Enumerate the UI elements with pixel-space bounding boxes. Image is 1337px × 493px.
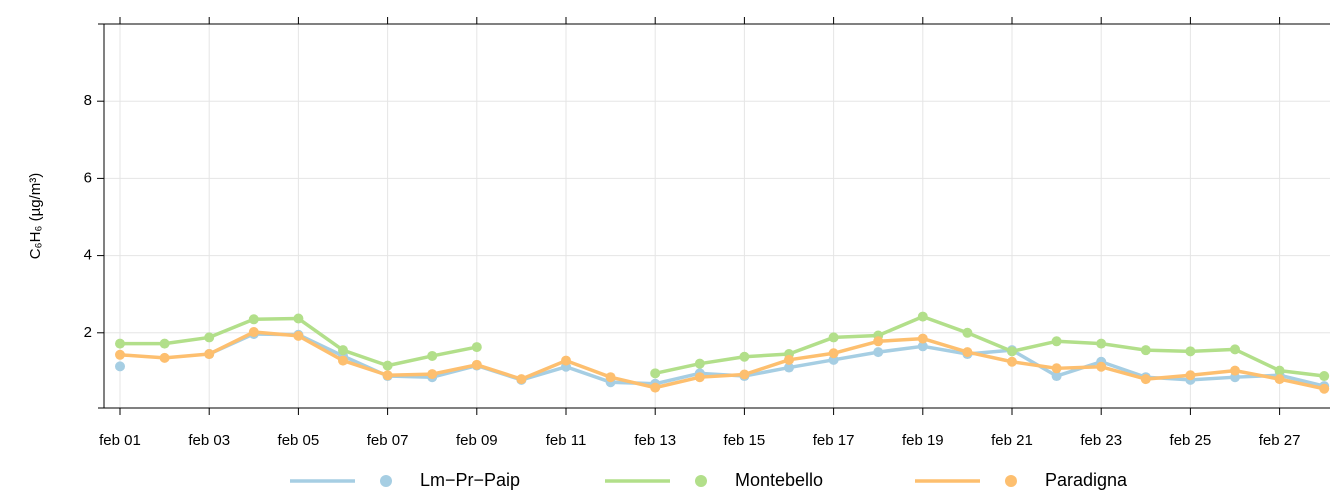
point: [1051, 336, 1062, 347]
point: [1274, 374, 1285, 385]
y-axis-label: C₆H₆ (µg/m³): [27, 173, 44, 260]
point: [873, 347, 884, 358]
point: [561, 355, 571, 366]
x-tick-label: feb 09: [456, 432, 498, 449]
point: [739, 351, 750, 362]
point: [1140, 374, 1151, 385]
point: [159, 338, 170, 349]
point: [1230, 344, 1240, 355]
point: [650, 368, 661, 379]
x-tick-label: feb 07: [367, 432, 409, 449]
x-tick-label: feb 17: [813, 432, 855, 449]
point: [382, 360, 393, 371]
point: [917, 333, 928, 344]
point: [962, 347, 973, 358]
legend-label: Lm−Pr−Paip: [420, 470, 520, 490]
point: [159, 352, 170, 363]
point: [650, 382, 661, 393]
point: [1051, 371, 1062, 382]
legend-dot: [380, 475, 392, 487]
legend: Lm−Pr−Paip Montebello Paradigna: [290, 470, 1128, 490]
point: [248, 314, 259, 325]
y-tick-label: 6: [84, 169, 92, 186]
point: [739, 369, 750, 380]
point: [338, 355, 348, 366]
legend-label: Montebello: [735, 470, 823, 490]
point: [338, 345, 348, 356]
point: [516, 374, 527, 385]
point: [1007, 346, 1017, 357]
y-tick-label: 4: [84, 247, 92, 264]
point: [427, 350, 438, 361]
point: [917, 341, 928, 352]
point: [1185, 370, 1196, 381]
point: [471, 342, 482, 353]
point: [293, 313, 304, 324]
point: [1319, 371, 1330, 382]
point: [1185, 346, 1196, 357]
point: [1140, 345, 1151, 356]
point: [204, 332, 215, 343]
point: [828, 332, 839, 343]
legend-dot: [1005, 475, 1017, 487]
point: [694, 372, 705, 383]
x-tick-label: feb 19: [902, 432, 944, 449]
point: [1274, 365, 1285, 376]
point: [1230, 365, 1240, 376]
point: [427, 369, 438, 380]
x-tick-label: feb 23: [1080, 432, 1122, 449]
x-tick-label: feb 27: [1259, 432, 1301, 449]
x-tick-label: feb 01: [99, 432, 141, 449]
point: [917, 311, 928, 322]
point: [828, 348, 839, 359]
x-tick-label: feb 03: [188, 432, 230, 449]
legend-dot: [695, 475, 707, 487]
point: [784, 354, 794, 365]
point: [115, 361, 125, 372]
x-tick-label: feb 11: [546, 432, 587, 449]
point: [605, 372, 616, 383]
series-line: [119, 330, 1325, 391]
point: [784, 362, 794, 373]
point: [115, 349, 125, 360]
point: [1051, 363, 1062, 374]
x-tick-label: feb 05: [278, 432, 320, 449]
point: [1096, 361, 1107, 372]
point: [471, 359, 482, 370]
point: [873, 336, 884, 347]
x-tick-label: feb 13: [634, 432, 676, 449]
point: [248, 327, 259, 338]
y-tick-label: 2: [84, 324, 92, 341]
legend-label: Paradigna: [1045, 470, 1128, 490]
point: [293, 330, 304, 341]
point: [694, 358, 705, 369]
point: [115, 338, 125, 349]
y-tick-label: 8: [84, 92, 92, 109]
point: [382, 370, 393, 381]
x-tick-label: feb 25: [1170, 432, 1212, 449]
point: [1007, 356, 1017, 367]
x-tick-label: feb 15: [724, 432, 766, 449]
point: [1096, 338, 1107, 349]
point: [1319, 383, 1330, 394]
point: [962, 327, 973, 338]
point: [204, 349, 215, 360]
x-tick-label: feb 21: [991, 432, 1033, 449]
